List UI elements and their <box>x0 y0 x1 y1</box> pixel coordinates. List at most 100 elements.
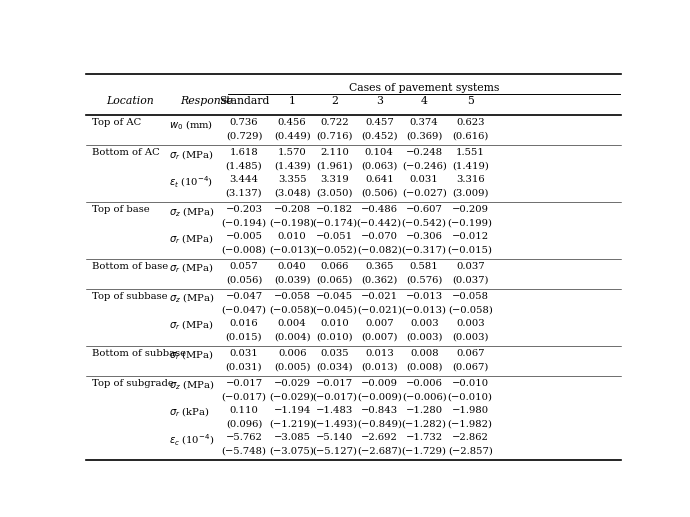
Text: $w_0$ (mm): $w_0$ (mm) <box>169 118 213 132</box>
Text: Bottom of subbase: Bottom of subbase <box>92 348 186 358</box>
Text: 0.457: 0.457 <box>365 118 394 127</box>
Text: 3.355: 3.355 <box>278 175 306 184</box>
Text: −0.248: −0.248 <box>406 148 443 157</box>
Text: (1.485): (1.485) <box>226 162 262 171</box>
Text: 0.456: 0.456 <box>278 118 306 127</box>
Text: (−5.748): (−5.748) <box>221 446 266 455</box>
Text: $\sigma_z$ (MPa): $\sigma_z$ (MPa) <box>169 378 215 392</box>
Text: (0.065): (0.065) <box>317 276 353 284</box>
Text: $\sigma_z$ (MPa): $\sigma_z$ (MPa) <box>169 292 215 306</box>
Text: 1.618: 1.618 <box>230 148 258 157</box>
Text: (−0.052): (−0.052) <box>313 246 357 254</box>
Text: (0.031): (0.031) <box>226 362 262 371</box>
Text: −1.280: −1.280 <box>406 406 443 415</box>
Text: (0.003): (0.003) <box>452 332 489 341</box>
Text: Cases of pavement systems: Cases of pavement systems <box>348 83 499 93</box>
Text: (−0.047): (−0.047) <box>221 305 266 314</box>
Text: (0.369): (0.369) <box>406 132 442 141</box>
Text: (0.003): (0.003) <box>406 332 442 341</box>
Text: −5.762: −5.762 <box>226 433 262 442</box>
Text: 2: 2 <box>331 96 338 107</box>
Text: 1: 1 <box>288 96 295 107</box>
Text: (−0.021): (−0.021) <box>357 305 402 314</box>
Text: −0.209: −0.209 <box>452 205 489 214</box>
Text: 0.003: 0.003 <box>456 319 484 328</box>
Text: (−0.246): (−0.246) <box>402 162 446 171</box>
Text: (−5.127): (−5.127) <box>313 446 357 455</box>
Text: 0.040: 0.040 <box>278 262 306 271</box>
Text: 0.007: 0.007 <box>365 319 393 328</box>
Text: (−0.009): (−0.009) <box>357 392 402 401</box>
Text: −0.203: −0.203 <box>226 205 262 214</box>
Text: (0.007): (0.007) <box>361 332 397 341</box>
Text: (−0.174): (−0.174) <box>313 219 357 227</box>
Text: (−0.317): (−0.317) <box>402 246 446 254</box>
Text: 0.035: 0.035 <box>321 348 349 358</box>
Text: Response: Response <box>180 96 233 107</box>
Text: −0.010: −0.010 <box>452 378 489 388</box>
Text: 0.010: 0.010 <box>321 319 349 328</box>
Text: −1.194: −1.194 <box>273 406 310 415</box>
Text: −0.012: −0.012 <box>452 232 489 241</box>
Text: (−0.010): (−0.010) <box>448 392 493 401</box>
Text: (−3.075): (−3.075) <box>270 446 315 455</box>
Text: −0.070: −0.070 <box>361 232 398 241</box>
Text: (1.961): (1.961) <box>317 162 353 171</box>
Text: Bottom of AC: Bottom of AC <box>92 148 159 157</box>
Text: −0.843: −0.843 <box>361 406 398 415</box>
Text: (−0.006): (−0.006) <box>402 392 446 401</box>
Text: (−1.729): (−1.729) <box>402 446 446 455</box>
Text: −0.208: −0.208 <box>274 205 310 214</box>
Text: (−0.017): (−0.017) <box>221 392 266 401</box>
Text: 0.736: 0.736 <box>230 118 258 127</box>
Text: 0.006: 0.006 <box>278 348 306 358</box>
Text: (0.067): (0.067) <box>452 362 489 371</box>
Text: $\varepsilon_c$ (10$^{-4}$): $\varepsilon_c$ (10$^{-4}$) <box>169 433 215 448</box>
Text: 0.013: 0.013 <box>365 348 394 358</box>
Text: 0.008: 0.008 <box>410 348 439 358</box>
Text: −0.607: −0.607 <box>406 205 443 214</box>
Text: (−0.082): (−0.082) <box>357 246 402 254</box>
Text: $\sigma_r$ (MPa): $\sigma_r$ (MPa) <box>169 232 214 246</box>
Text: 0.581: 0.581 <box>410 262 439 271</box>
Text: 0.010: 0.010 <box>278 232 306 241</box>
Text: 3: 3 <box>376 96 383 107</box>
Text: (0.576): (0.576) <box>406 276 442 284</box>
Text: Bottom of base: Bottom of base <box>92 262 168 271</box>
Text: 1.570: 1.570 <box>278 148 306 157</box>
Text: (−0.194): (−0.194) <box>221 219 266 227</box>
Text: Top of base: Top of base <box>92 205 149 214</box>
Text: (−0.442): (−0.442) <box>357 219 402 227</box>
Text: −5.140: −5.140 <box>316 433 353 442</box>
Text: $\sigma_r$ (MPa): $\sigma_r$ (MPa) <box>169 319 214 332</box>
Text: −0.009: −0.009 <box>361 378 398 388</box>
Text: (−0.542): (−0.542) <box>402 219 446 227</box>
Text: (0.004): (0.004) <box>274 332 310 341</box>
Text: (0.010): (0.010) <box>317 332 353 341</box>
Text: $\sigma_r$ (MPa): $\sigma_r$ (MPa) <box>169 348 214 362</box>
Text: (0.729): (0.729) <box>226 132 262 141</box>
Text: 3.319: 3.319 <box>321 175 349 184</box>
Text: $\sigma_r$ (MPa): $\sigma_r$ (MPa) <box>169 148 214 162</box>
Text: 0.722: 0.722 <box>321 118 349 127</box>
Text: −0.021: −0.021 <box>361 292 398 301</box>
Text: (−1.282): (−1.282) <box>402 419 446 428</box>
Text: (−0.849): (−0.849) <box>357 419 402 428</box>
Text: 1.551: 1.551 <box>456 148 484 157</box>
Text: Top of subgrade: Top of subgrade <box>92 378 173 388</box>
Text: −0.182: −0.182 <box>316 205 353 214</box>
Text: −0.005: −0.005 <box>226 232 262 241</box>
Text: 0.623: 0.623 <box>456 118 484 127</box>
Text: Standard: Standard <box>219 96 269 107</box>
Text: 0.031: 0.031 <box>230 348 258 358</box>
Text: (0.005): (0.005) <box>274 362 310 371</box>
Text: (0.716): (0.716) <box>317 132 353 141</box>
Text: (−0.015): (−0.015) <box>448 246 493 254</box>
Text: −0.047: −0.047 <box>226 292 263 301</box>
Text: $\sigma_r$ (kPa): $\sigma_r$ (kPa) <box>169 406 210 419</box>
Text: (0.015): (0.015) <box>226 332 262 341</box>
Text: (−2.857): (−2.857) <box>448 446 493 455</box>
Text: 0.067: 0.067 <box>456 348 484 358</box>
Text: (0.452): (0.452) <box>361 132 397 141</box>
Text: −0.017: −0.017 <box>316 378 353 388</box>
